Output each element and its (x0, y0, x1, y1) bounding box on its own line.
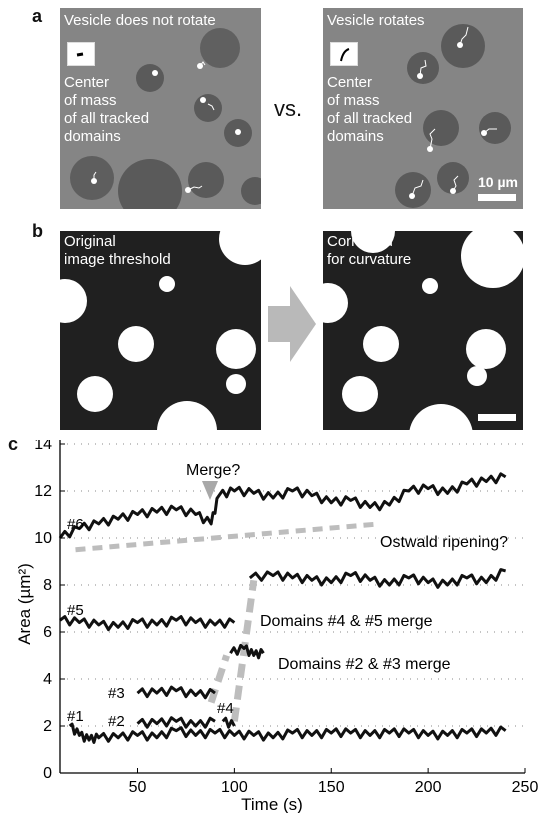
x-tick-label: 250 (512, 779, 539, 796)
trajectory-dot-icon (76, 52, 84, 57)
left-inset (67, 42, 95, 66)
scalebar (478, 194, 516, 201)
series-line-6 (58, 472, 507, 539)
original-caption-line: image threshold (64, 251, 171, 268)
right-title: Vesicle rotates (327, 12, 425, 29)
merge-arrow-icon (202, 481, 218, 500)
micrograph-left: Vesicle does not rotate Center of mass o… (60, 8, 261, 209)
panel-a-label: a (32, 6, 43, 26)
arrow-right-icon (268, 286, 316, 362)
series-label-4: #4 (217, 700, 234, 717)
corrected-domains (323, 231, 523, 430)
series-line-2 (136, 716, 216, 729)
corrected-caption-line: Corrected (327, 233, 393, 250)
y-tick-label: 14 (34, 440, 52, 453)
x-tick-label: 200 (415, 779, 442, 796)
micrograph-left-domains (70, 28, 261, 209)
series-label-2: #2 (108, 713, 125, 730)
x-tick-label: 100 (221, 779, 248, 796)
series-label-5: #5 (67, 602, 84, 619)
ticks: 0 2 4 6 8 10 12 14 50 100 150 200 250 (34, 440, 538, 796)
series-lines (58, 472, 507, 744)
area-vs-time-chart: 0 2 4 6 8 10 12 14 50 100 150 200 250 Time (s) Area … (15, 440, 538, 813)
series-line-5 (59, 615, 236, 632)
scalebar-b (478, 414, 516, 421)
y-tick-label: 10 (34, 530, 52, 547)
right-caption: Center of mass of all tracked domains (327, 74, 412, 146)
annotation-merge45: Domains #4 & #5 merge (260, 613, 433, 630)
original-domains (60, 231, 261, 430)
annotation-ostwald: Ostwald ripening? (380, 534, 508, 551)
y-tick-label: 8 (43, 577, 52, 594)
guide-lines (75, 521, 380, 722)
original-caption-line: Original (64, 233, 116, 250)
corrected-caption: Corrected for curvature (327, 233, 411, 269)
series-line-3 (136, 685, 216, 700)
corrected-caption-line: for curvature (327, 251, 412, 268)
y-tick-label: 6 (43, 624, 52, 641)
guide-merge23 (207, 654, 230, 704)
series-label-3: #3 (108, 685, 125, 702)
guide-ostwald (75, 521, 380, 553)
left-caption-line: of mass (64, 92, 117, 109)
left-caption: Center of mass of all tracked domains (64, 74, 149, 146)
x-tick-label: 50 (129, 779, 147, 796)
y-tick-label: 4 (43, 671, 52, 688)
scalebar-label: 10 µm (478, 174, 518, 190)
trajectory-curve-icon (340, 48, 350, 62)
micrograph-right: Vesicle rotates Center of mass of all tr… (323, 8, 523, 209)
left-caption-line: Center (64, 74, 110, 91)
panel-b-label: b (32, 221, 43, 241)
left-caption-line: of all tracked (64, 110, 150, 127)
right-inset (330, 42, 358, 66)
threshold-image-original: Original image threshold (60, 231, 261, 430)
x-axis-label: Time (s) (241, 795, 303, 813)
y-tick-label: 12 (34, 483, 52, 500)
micrograph-right-domains (395, 24, 511, 208)
series-line-4 (221, 716, 236, 729)
left-caption-line: domains (64, 128, 121, 145)
right-caption-line: Center (327, 74, 373, 91)
right-caption-line: domains (327, 128, 384, 145)
y-tick-label: 0 (43, 765, 52, 782)
annotation-merge23: Domains #2 & #3 merge (278, 656, 451, 673)
grid (60, 443, 525, 727)
right-caption-line: of all tracked (327, 110, 413, 127)
series-line-1 (68, 722, 507, 744)
left-title: Vesicle does not rotate (64, 12, 216, 29)
original-caption: Original image threshold (64, 233, 171, 269)
series-label-1: #1 (67, 708, 84, 725)
panel-c-label: c (8, 434, 19, 454)
x-tick-label: 150 (318, 779, 345, 796)
vs-label: vs. (274, 96, 303, 121)
threshold-image-corrected: Corrected for curvature (323, 231, 523, 430)
y-tick-label: 2 (43, 718, 52, 735)
series-line-45 (248, 568, 507, 589)
series-label-6: #6 (67, 516, 84, 533)
series-line-23 (229, 643, 265, 660)
guide-merge45 (230, 579, 258, 722)
y-axis-label: Area (µm²) (15, 563, 34, 645)
annotation-merge: Merge? (186, 462, 240, 479)
right-caption-line: of mass (327, 92, 380, 109)
